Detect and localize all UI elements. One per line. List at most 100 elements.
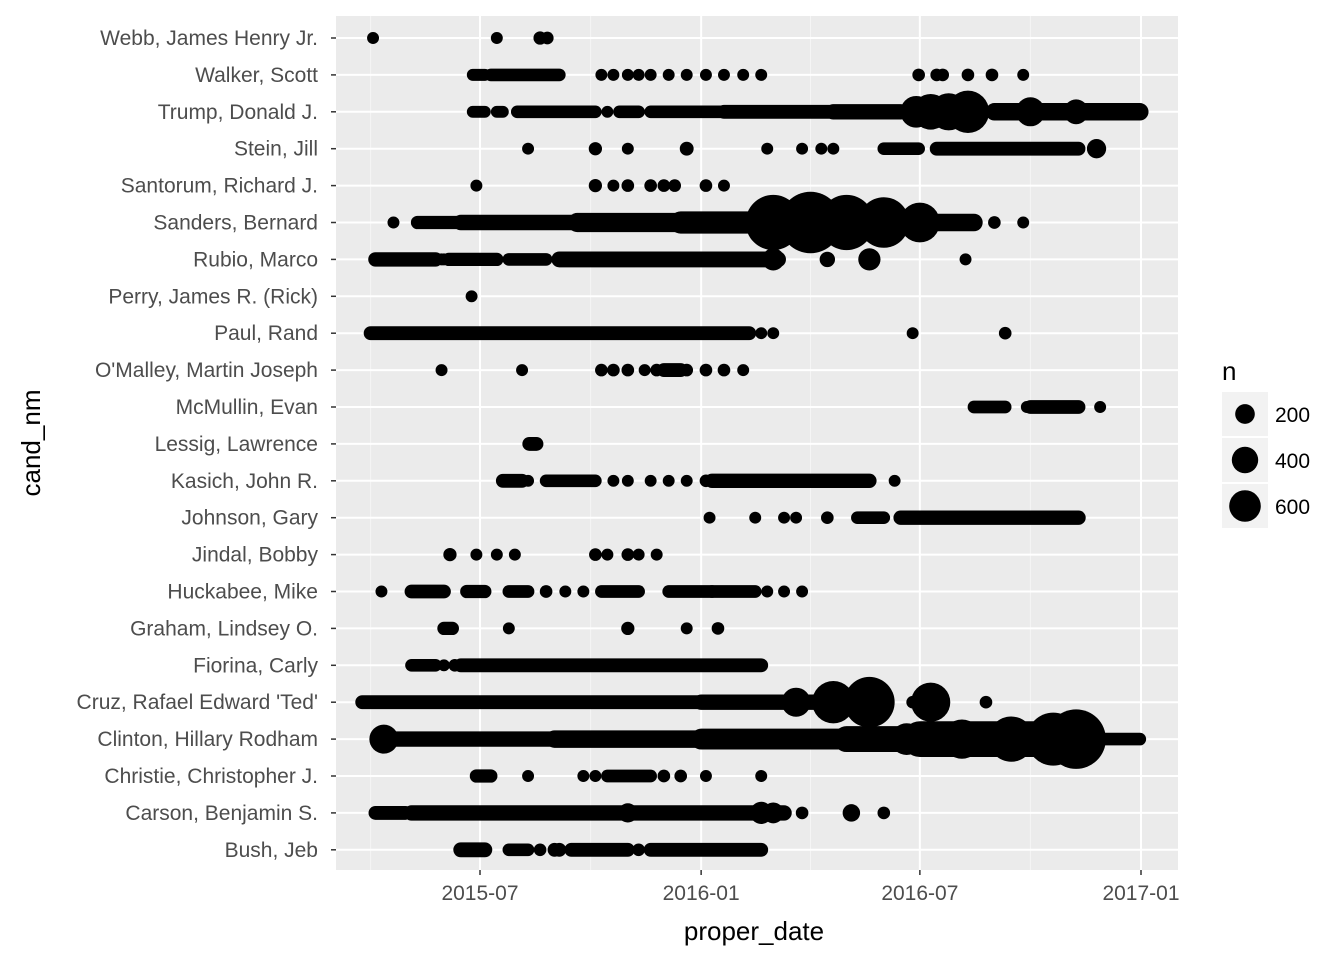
data-point [844, 676, 895, 728]
data-point [979, 695, 993, 709]
data-point [821, 511, 834, 525]
data-point [737, 364, 750, 377]
data-point [644, 179, 657, 192]
y-axis-title: cand_nm [16, 390, 46, 497]
data-point [717, 363, 731, 377]
data-point [621, 363, 635, 377]
data-point [946, 90, 990, 133]
data-point [761, 142, 774, 155]
y-tick-label: Johnson, Gary [181, 507, 318, 530]
y-tick-label: McMullin, Evan [176, 396, 318, 419]
data-point [762, 802, 784, 824]
data-point [815, 142, 828, 155]
data-point [577, 585, 590, 598]
data-point [437, 253, 450, 266]
data-point [796, 142, 809, 155]
data-point [607, 179, 620, 192]
data-point [508, 548, 521, 561]
data-point [595, 68, 608, 81]
data-point [699, 68, 712, 81]
data-point [762, 248, 785, 271]
x-axis-ticks: 2015-07 2016-01 2016-07 2017-01 [441, 870, 1180, 905]
data-point [657, 769, 671, 783]
data-point [1094, 401, 1107, 413]
data-point [790, 511, 803, 524]
data-point [899, 202, 940, 243]
data-point [632, 68, 645, 81]
data-point [465, 290, 478, 303]
legend-key-circle [1235, 404, 1255, 424]
data-point [778, 585, 791, 598]
data-point [812, 681, 855, 724]
data-point [601, 548, 614, 561]
y-tick-label: O'Malley, Martin Joseph [95, 359, 318, 382]
data-point [595, 363, 608, 377]
data-point [819, 251, 836, 268]
data-point [607, 363, 620, 377]
data-point [577, 770, 590, 782]
data-point [644, 474, 657, 487]
data-point [621, 621, 635, 636]
data-point [890, 723, 923, 755]
y-tick-label: Paul, Rand [214, 322, 318, 345]
data-point [650, 363, 663, 377]
data-point [818, 194, 875, 251]
data-point [632, 548, 645, 561]
data-point [588, 142, 603, 156]
y-tick-label: Walker, Scott [195, 64, 318, 87]
y-tick-label: Sanders, Bernard [153, 212, 318, 235]
data-point [522, 474, 535, 487]
legend-label: 400 [1275, 450, 1310, 473]
data-point [621, 142, 634, 155]
data-point [435, 364, 448, 377]
y-tick-label: Bush, Jeb [225, 839, 318, 862]
data-point [717, 68, 730, 81]
x-axis-title: proper_date [684, 916, 824, 946]
data-point [522, 142, 535, 155]
data-point [367, 32, 380, 44]
data-point [858, 248, 881, 271]
data-point [552, 842, 567, 857]
data-point [699, 179, 713, 192]
data-point [796, 585, 809, 598]
data-point [942, 719, 982, 759]
data-point [988, 716, 1034, 762]
y-tick-label: Huckabee, Mike [167, 581, 318, 604]
data-point [618, 803, 638, 823]
data-point [1017, 68, 1030, 81]
data-point [621, 68, 634, 81]
data-point [998, 326, 1012, 340]
data-points [355, 31, 1149, 858]
y-tick-label: Graham, Lindsey O. [130, 617, 318, 640]
data-point [638, 364, 651, 377]
data-point [906, 327, 919, 340]
data-point [607, 474, 620, 487]
data-point [539, 585, 553, 598]
data-point [1046, 709, 1106, 769]
data-point [985, 68, 999, 82]
data-point [490, 32, 503, 44]
data-point [911, 682, 951, 722]
data-point [936, 68, 950, 82]
data-point [448, 658, 462, 672]
data-point [842, 804, 861, 822]
y-axis-ticks: Bush, Jeb Carson, Benjamin S. Christie, Ch… [77, 27, 336, 862]
y-tick-label: Santorum, Richard J. [121, 175, 318, 198]
data-point [607, 68, 620, 81]
y-tick-label: Perry, James R. (Rick) [108, 285, 318, 308]
data-point [1063, 99, 1089, 125]
data-point [1015, 97, 1045, 127]
y-tick-label: Carson, Benjamin S. [125, 802, 318, 825]
data-point [781, 687, 811, 717]
data-point [437, 659, 450, 672]
data-point [749, 511, 762, 524]
data-point [767, 327, 780, 340]
y-tick-label: Cruz, Rafael Edward 'Ted' [77, 691, 318, 714]
data-point [588, 178, 603, 193]
y-tick-label: Stein, Jill [234, 138, 318, 161]
data-point [540, 31, 554, 45]
data-point [621, 474, 634, 487]
data-point [369, 724, 399, 754]
y-tick-label: Trump, Donald J. [158, 101, 318, 124]
